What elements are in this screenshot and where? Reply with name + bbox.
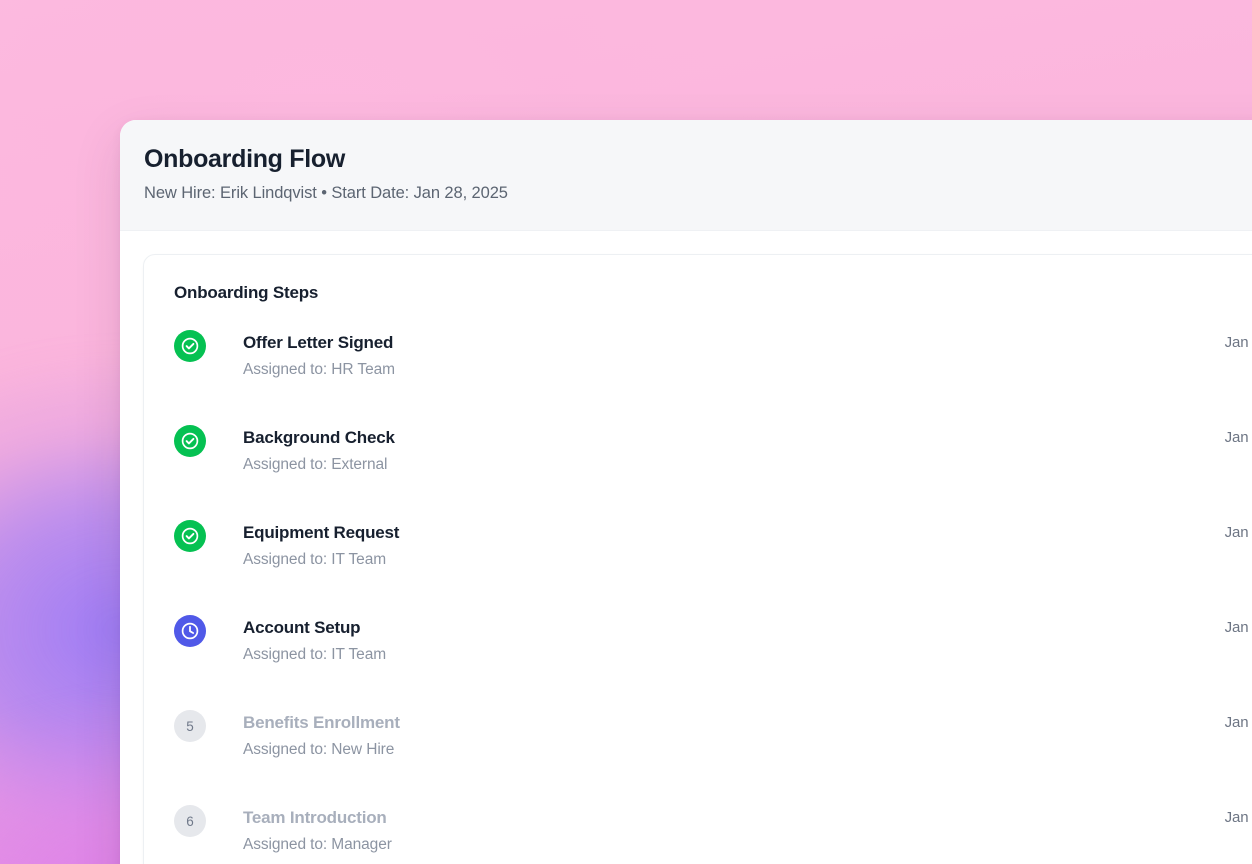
step-assignee: Assigned to: External xyxy=(243,455,388,473)
timeline-step-row[interactable]: 5 Benefits Enrollment Assigned to: New Hir… xyxy=(174,710,1252,805)
onboarding-window: Onboarding Flow New Hire: Erik Lindqvist… xyxy=(120,120,1252,864)
check-circle-icon[interactable] xyxy=(174,425,206,458)
step-number[interactable]: 6 xyxy=(174,805,206,838)
step-date: Jan 15 xyxy=(1224,334,1252,352)
timeline-step-row[interactable]: Background Check Assigned to: External Jan… xyxy=(174,425,1252,520)
step-body: Offer Letter Signed Assigned to: HR Team xyxy=(206,330,1209,379)
step-number-label: 5 xyxy=(186,718,194,734)
step-marker-column: 5 xyxy=(174,710,206,743)
onboarding-timeline: Offer Letter Signed Assigned to: HR Team J… xyxy=(174,330,1252,864)
step-assignee: Assigned to: Manager xyxy=(243,835,392,853)
step-title: Equipment Request xyxy=(243,523,400,543)
step-marker-column: 6 xyxy=(174,805,206,838)
step-date: Jan 22 xyxy=(1224,619,1252,637)
step-marker-column xyxy=(174,520,206,553)
step-date: Jan 28 xyxy=(1224,809,1252,827)
timeline-step-row[interactable]: Equipment Request Assigned to: IT Team Jan… xyxy=(174,520,1252,615)
steps-heading: Onboarding Steps xyxy=(174,283,319,303)
step-number-label: 6 xyxy=(186,813,194,829)
step-assignee: Assigned to: IT Team xyxy=(243,645,387,663)
step-body: Equipment Request Assigned to: IT Team xyxy=(206,520,1209,569)
step-title: Account Setup xyxy=(243,618,361,638)
step-title: Benefits Enrollment xyxy=(243,713,400,733)
step-marker-column xyxy=(174,330,206,363)
step-marker-column xyxy=(174,615,206,648)
step-assignee: Assigned to: IT Team xyxy=(243,550,387,568)
check-circle-icon[interactable] xyxy=(174,520,206,553)
step-body: Account Setup Assigned to: IT Team xyxy=(206,615,1209,664)
step-date: Jan 25 xyxy=(1224,714,1252,732)
step-assignee: Assigned to: HR Team xyxy=(243,360,395,378)
step-title: Team Introduction xyxy=(243,808,387,828)
timeline-step-row[interactable]: Account Setup Assigned to: IT Team Jan 22 xyxy=(174,615,1252,710)
step-body: Team Introduction Assigned to: Manager xyxy=(206,805,1209,854)
step-assignee: Assigned to: New Hire xyxy=(243,740,395,758)
page-subtitle: New Hire: Erik Lindqvist • Start Date: J… xyxy=(144,184,508,202)
window-header: Onboarding Flow New Hire: Erik Lindqvist… xyxy=(120,120,1252,232)
clock-icon[interactable] xyxy=(174,615,206,648)
check-circle-icon[interactable] xyxy=(174,330,206,363)
step-marker-column xyxy=(174,425,206,458)
step-date: Jan 20 xyxy=(1224,524,1252,542)
step-number[interactable]: 5 xyxy=(174,710,206,743)
page-title: Onboarding Flow xyxy=(144,145,346,173)
step-title: Background Check xyxy=(243,428,395,448)
step-title: Offer Letter Signed xyxy=(243,333,394,353)
timeline-step-row[interactable]: 6 Team Introduction Assigned to: Manager Ja… xyxy=(174,805,1252,864)
step-body: Benefits Enrollment Assigned to: New Hire xyxy=(206,710,1209,759)
timeline-step-row[interactable]: Offer Letter Signed Assigned to: HR Team J… xyxy=(174,330,1252,425)
step-body: Background Check Assigned to: External xyxy=(206,425,1209,474)
step-date: Jan 18 xyxy=(1224,429,1252,447)
onboarding-steps-panel: Onboarding Steps Offer Letter Signed Assi… xyxy=(143,254,1252,864)
